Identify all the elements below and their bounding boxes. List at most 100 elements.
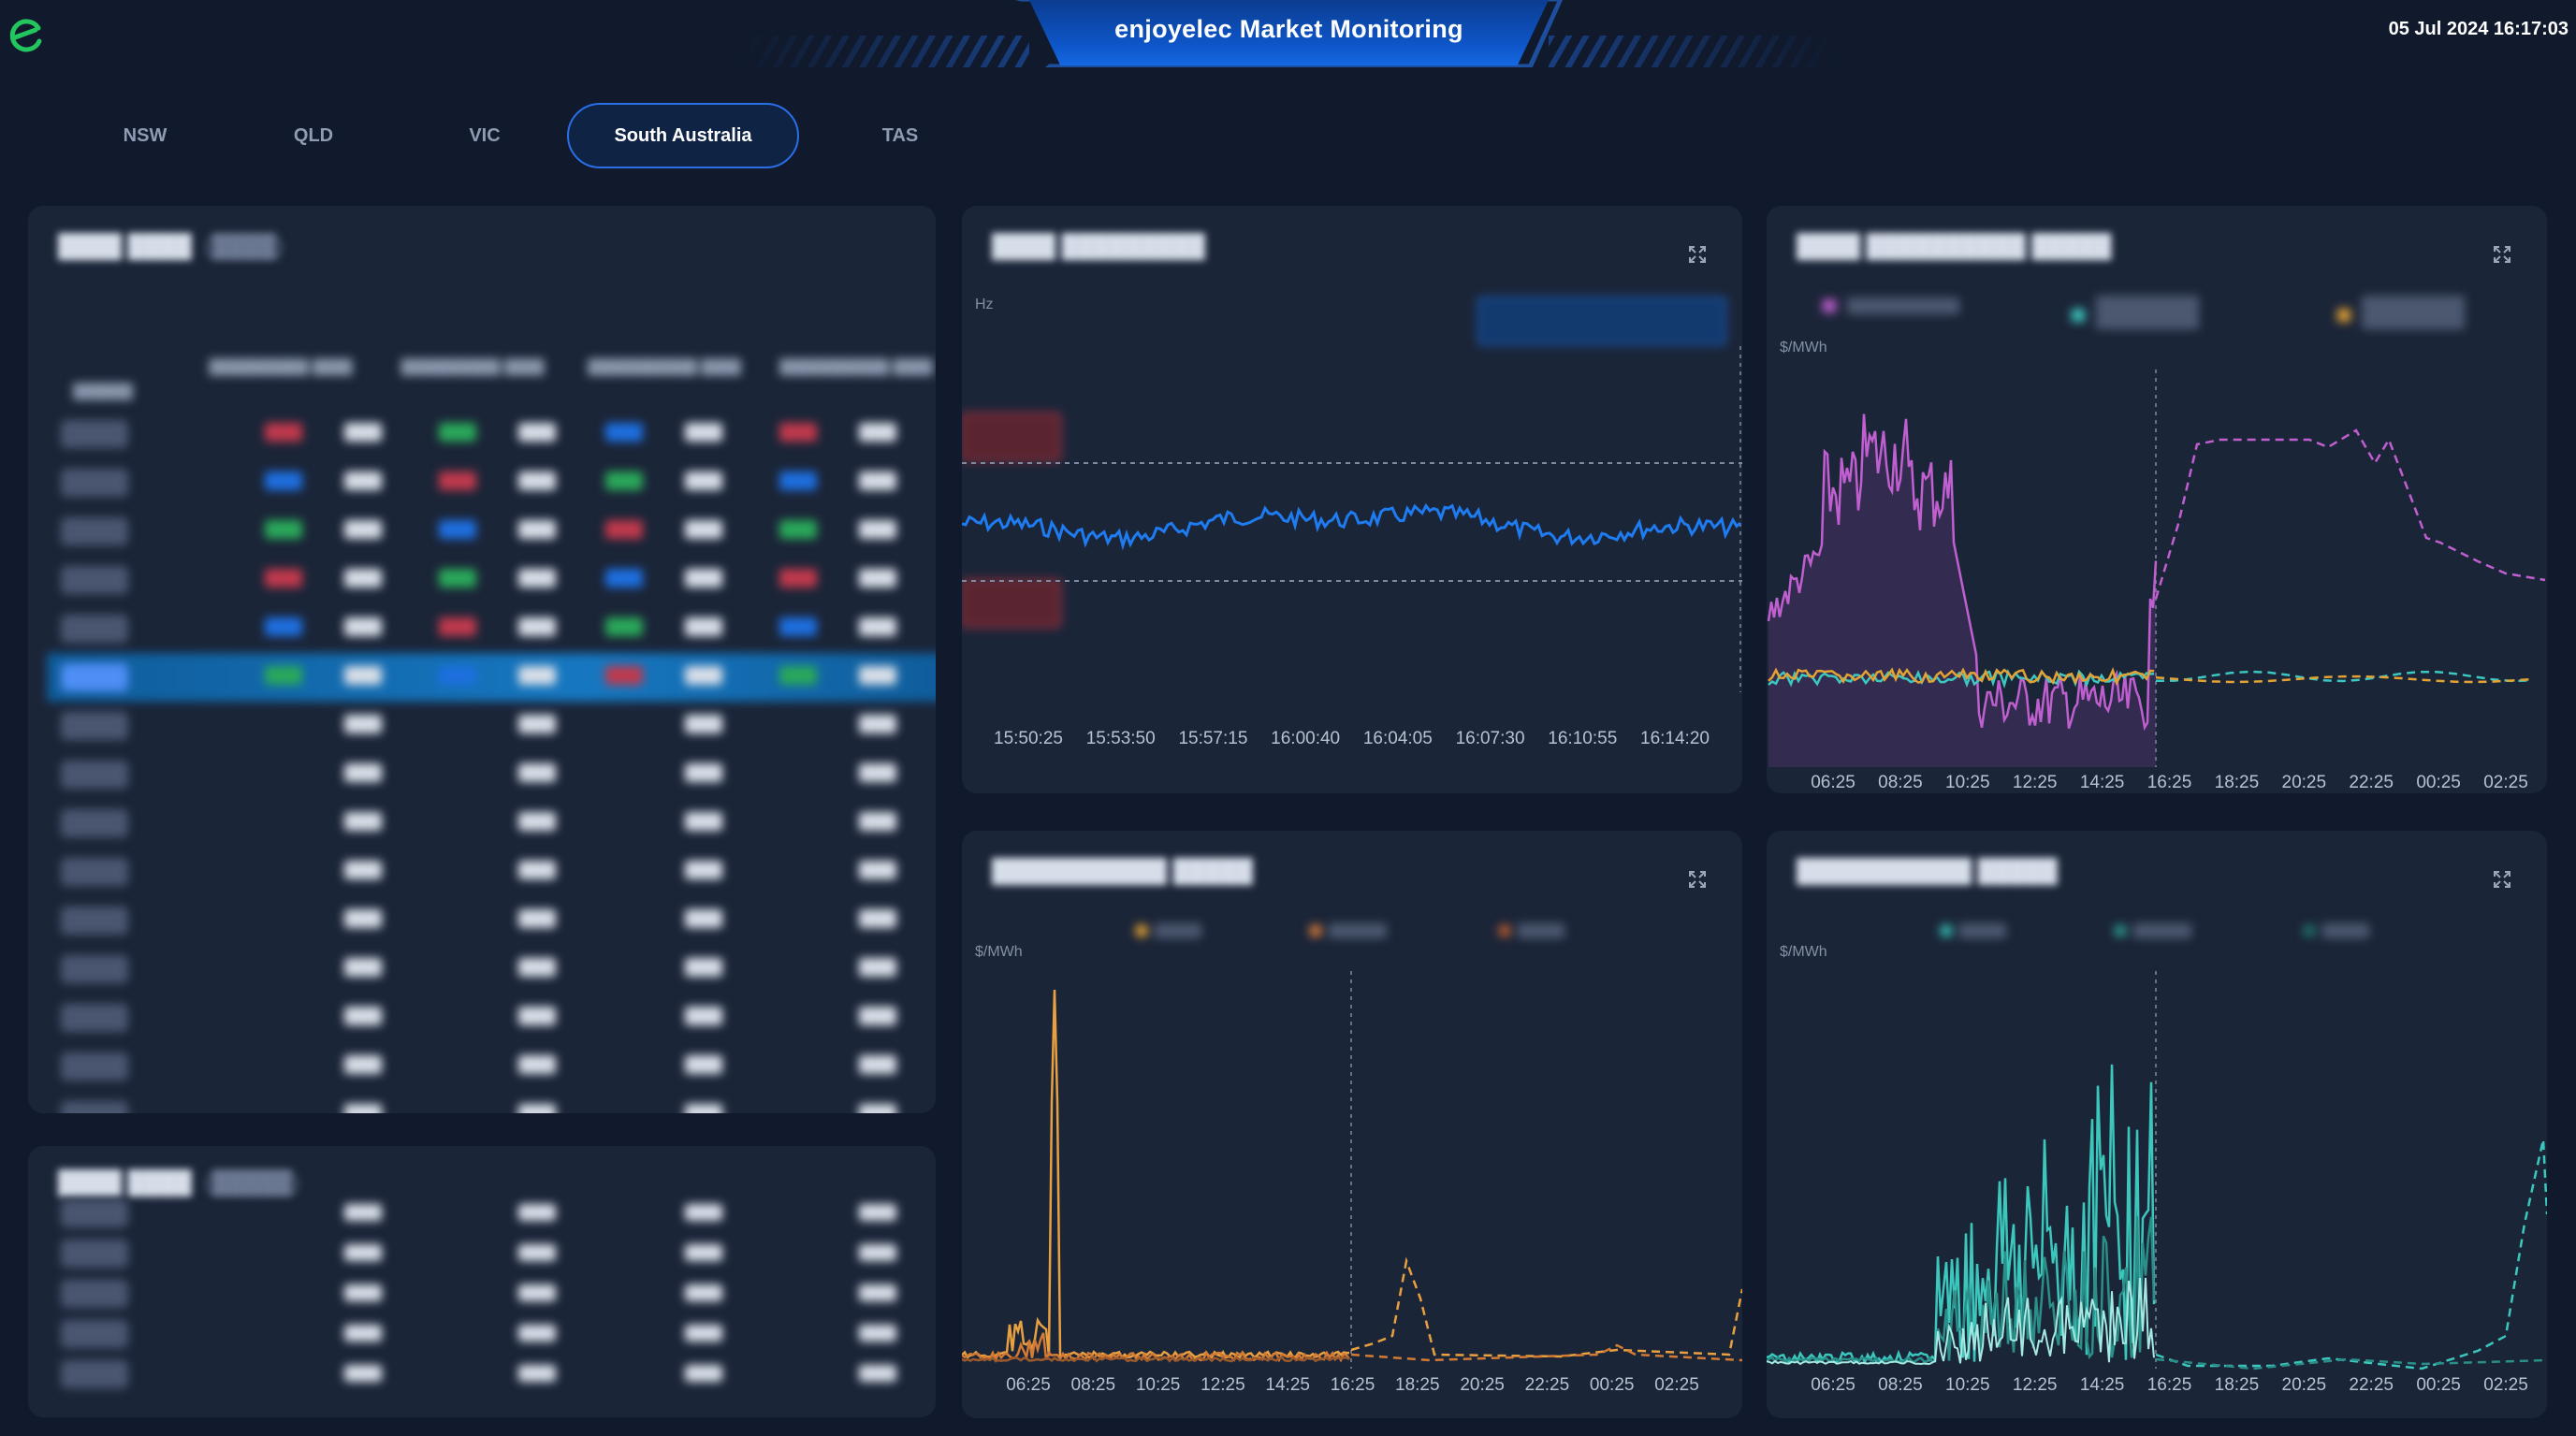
- table-row[interactable]: [47, 1091, 936, 1113]
- table-row[interactable]: [47, 799, 936, 848]
- table-row[interactable]: [47, 1042, 936, 1091]
- fcas-regulation-chart: $/MWh 06:25 08:25 10:25 12:25 14:25 16:25 18:2…: [1767, 296, 2546, 792]
- table-cell: [517, 1325, 556, 1342]
- header-decoration-right: [1549, 36, 1839, 67]
- unit-label: $/MWh: [1780, 340, 1827, 355]
- raise-forecast-line: [1350, 1256, 1742, 1358]
- table-cell: [685, 1244, 722, 1261]
- x-axis-ticks: 06:25 08:25 10:25 12:25 14:25 16:25 18:25 20:25…: [1811, 773, 2528, 792]
- table-row[interactable]: [47, 750, 936, 799]
- table-cell: [685, 423, 722, 442]
- table-row[interactable]: [47, 1233, 936, 1273]
- table-cell: [264, 617, 302, 636]
- table-cell: [685, 617, 722, 636]
- x-axis-tick-label: 18:25: [2215, 1375, 2260, 1395]
- table-cell: [859, 1055, 896, 1074]
- grid-frequency-panel: ████ █████████ Hz 15:50:25 15:53:50 15:57:…: [962, 206, 1742, 793]
- fcas-regulation-panel: ████ ██████████ █████ $/MWh 06:25 08: [1767, 206, 2547, 793]
- table-cell: [517, 617, 556, 636]
- table-row[interactable]: [47, 1354, 936, 1394]
- interval-cell: [61, 809, 128, 837]
- table-row[interactable]: [47, 458, 936, 507]
- table-cell: [685, 1284, 722, 1301]
- table-row[interactable]: [47, 994, 936, 1042]
- table-cell: [517, 715, 556, 733]
- x-axis-tick-label: 20:25: [2282, 773, 2327, 792]
- x-axis-tick-label: 06:25: [1006, 1375, 1051, 1395]
- table-cell: [859, 617, 896, 636]
- x-axis-tick-label: 08:25: [1071, 1375, 1116, 1395]
- x-axis-tick-label: 16:25: [2147, 1375, 2192, 1395]
- x-axis-tick-label: 15:57:15: [1178, 729, 1247, 748]
- table-cell: [517, 666, 556, 685]
- table-row[interactable]: [47, 556, 936, 604]
- tab-south-australia[interactable]: South Australia: [567, 103, 799, 168]
- table-cell: [264, 666, 302, 685]
- x-axis-tick-label: 16:10:55: [1548, 729, 1617, 748]
- table-cell: [264, 471, 302, 490]
- tab-vic[interactable]: VIC: [469, 125, 501, 146]
- x-axis-tick-label: 08:25: [1878, 773, 1923, 792]
- table-cell: [264, 569, 302, 587]
- table-cell: [779, 471, 817, 490]
- header-decoration-left: [739, 36, 1029, 67]
- fcas-raise-forecast-line: [2155, 674, 2531, 684]
- table-row[interactable]: [47, 945, 936, 994]
- table-cell: [343, 471, 382, 490]
- x-axis-tick-label: 06:25: [1811, 1375, 1856, 1395]
- table-cell: [859, 763, 896, 782]
- table-cell: [859, 861, 896, 879]
- table-cell: [517, 763, 556, 782]
- table-cell: [685, 471, 722, 490]
- unit-label: $/MWh: [1780, 944, 1827, 960]
- interval-cell: [61, 955, 128, 983]
- table-row[interactable]: [47, 702, 936, 750]
- table-row[interactable]: [47, 653, 936, 702]
- x-axis-tick-label: 16:14:20: [1640, 729, 1710, 748]
- table-row[interactable]: [47, 1193, 936, 1233]
- table-row[interactable]: [47, 410, 936, 458]
- lower-5min-line: [1767, 1277, 2155, 1366]
- expand-icon[interactable]: [1688, 245, 1707, 264]
- table-row[interactable]: [47, 1273, 936, 1313]
- table-cell: [685, 909, 722, 928]
- tab-qld[interactable]: QLD: [293, 125, 334, 146]
- table-row[interactable]: [47, 848, 936, 896]
- enjoyelec-logo-icon[interactable]: [7, 17, 45, 54]
- table-row[interactable]: [47, 1313, 936, 1354]
- raise-5min-line: [962, 1356, 1350, 1363]
- table-row[interactable]: [47, 896, 936, 945]
- table-cell: [685, 812, 722, 831]
- x-axis-tick-label: 16:07:30: [1456, 729, 1525, 748]
- tab-tas[interactable]: TAS: [881, 125, 919, 146]
- expand-icon[interactable]: [2493, 245, 2511, 264]
- table-cell: [859, 958, 896, 977]
- x-axis-tick-label: 18:25: [1395, 1375, 1440, 1395]
- table-cell: [604, 471, 643, 490]
- expand-icon[interactable]: [2493, 870, 2511, 889]
- tab-nsw[interactable]: NSW: [123, 125, 167, 146]
- table-cell: [517, 958, 556, 977]
- contingency-lower-chart: $/MWh 06:25 08:25 10:25 12:25 14:25 16:25 18:2…: [1767, 923, 2547, 1395]
- panel-title-redacted: ████ █████████: [992, 234, 1205, 259]
- expand-icon[interactable]: [1688, 870, 1707, 889]
- table-cell: [343, 423, 382, 442]
- table-row[interactable]: [47, 604, 936, 653]
- table-cell: [859, 471, 896, 490]
- table-cell: [343, 715, 382, 733]
- contingency-lower-panel: ███████████ █████ $/MWh 06:25 08:25 10:25 1…: [1767, 831, 2547, 1418]
- table-cell: [343, 617, 382, 636]
- interval-cell: [61, 615, 128, 643]
- x-axis-tick-label: 15:50:25: [994, 729, 1063, 748]
- interval-cell: [61, 1101, 128, 1113]
- table-cell: [859, 812, 896, 831]
- table-cell: [343, 1325, 382, 1342]
- x-axis-tick-label: 02:25: [1654, 1375, 1699, 1395]
- table-cell: [517, 1365, 556, 1382]
- table-row[interactable]: [47, 507, 936, 556]
- table-cell: [859, 1204, 896, 1221]
- table-cell: [604, 423, 643, 442]
- table-cell: [517, 1055, 556, 1074]
- unit-label: $/MWh: [975, 944, 1023, 960]
- table-cell: [859, 1104, 896, 1113]
